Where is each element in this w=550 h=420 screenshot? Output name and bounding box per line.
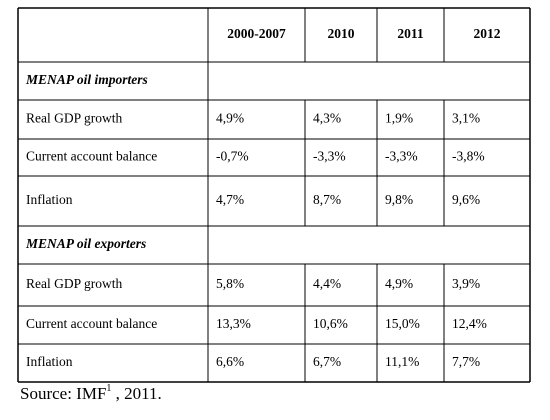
section-title: MENAP oil importers — [25, 72, 148, 87]
cell-value: 9,6% — [452, 192, 480, 207]
cell-value: 8,7% — [313, 192, 341, 207]
cell-value: 11,1% — [385, 354, 419, 369]
cell-value: 15,0% — [385, 316, 420, 331]
cell-value: 7,7% — [452, 354, 480, 369]
row-label: Real GDP growth — [26, 276, 122, 291]
cell-value: 4,9% — [385, 276, 413, 291]
cell-value: 13,3% — [216, 316, 251, 331]
row-label: Current account balance — [26, 316, 157, 331]
cell-value: 12,4% — [452, 316, 487, 331]
cell-value: -3,3% — [313, 149, 346, 164]
cell-value: -0,7% — [216, 149, 249, 164]
cell-value: 4,3% — [313, 111, 341, 126]
cell-value: 6,7% — [313, 354, 341, 369]
cell-value: 3,9% — [452, 276, 480, 291]
cell-value: 1,9% — [385, 111, 413, 126]
cell-value: 4,7% — [216, 192, 244, 207]
cell-value: 10,6% — [313, 316, 348, 331]
column-header: 2010 — [328, 26, 355, 41]
cell-value: -3,3% — [385, 149, 418, 164]
source-text: Source: IMF — [20, 384, 106, 403]
cell-value: 3,1% — [452, 111, 480, 126]
row-label: Current account balance — [26, 149, 157, 164]
cell-value: 4,4% — [313, 276, 341, 291]
cell-value: 6,6% — [216, 354, 244, 369]
cell-value: 9,8% — [385, 192, 413, 207]
source-note: Source: IMF1 , 2011. — [20, 383, 162, 403]
cell-value: -3,8% — [452, 149, 485, 164]
source-year: , 2011. — [111, 384, 161, 403]
row-label: Real GDP growth — [26, 111, 122, 126]
section-title: MENAP oil exporters — [25, 236, 146, 251]
column-header: 2011 — [397, 26, 424, 41]
footnote-marker: 1 — [106, 383, 111, 394]
column-header: 2012 — [474, 26, 501, 41]
cell-value: 4,9% — [216, 111, 244, 126]
row-label: Inflation — [26, 354, 73, 369]
cell-value: 5,8% — [216, 276, 244, 291]
row-label: Inflation — [26, 192, 73, 207]
column-header: 2000-2007 — [227, 26, 286, 41]
